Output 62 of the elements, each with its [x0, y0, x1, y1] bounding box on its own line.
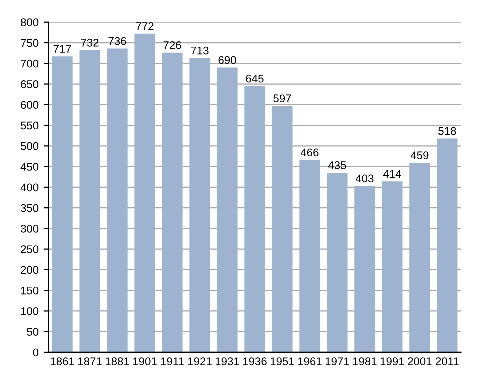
data-label: 772 [136, 22, 154, 30]
data-label: 597 [274, 94, 292, 103]
x-tick-label: 1901 [134, 358, 157, 366]
x-tick-label: 1991 [380, 358, 404, 366]
y-tick-label: 700 [21, 60, 39, 68]
data-label: 435 [328, 162, 346, 170]
y-tick-label: 350 [20, 204, 39, 212]
x-tick-label: 2001 [408, 358, 432, 366]
x-tick-label: 1971 [326, 358, 350, 366]
bar [162, 52, 183, 352]
y-tick-label: 650 [21, 80, 39, 88]
bar [217, 68, 238, 352]
bar [272, 106, 293, 352]
data-label: 717 [54, 45, 72, 53]
x-tick-label: 1861 [51, 358, 74, 366]
x-tick-label: 1951 [270, 358, 294, 366]
y-tick-label: 100 [21, 307, 39, 316]
y-tick-label: 150 [21, 286, 39, 295]
bar [327, 172, 348, 352]
x-tick-label: 1981 [353, 358, 377, 366]
y-tick-label: 750 [21, 39, 39, 48]
bar [52, 56, 73, 352]
data-label: 690 [218, 56, 236, 64]
x-tick-label: 1936 [243, 358, 267, 366]
x-tick-label: 1911 [161, 358, 184, 366]
y-tick-label: 500 [20, 142, 39, 150]
x-tick-label: 1961 [298, 358, 322, 366]
data-label: 466 [300, 148, 319, 157]
x-tick-label: 2011 [436, 358, 459, 366]
bar [300, 160, 320, 352]
data-label: 414 [383, 170, 402, 178]
y-tick-label: 200 [21, 266, 39, 274]
y-tick-label: 800 [21, 18, 39, 27]
data-label: 713 [191, 46, 209, 55]
x-tick-label: 1921 [188, 358, 212, 366]
y-tick-label: 50 [27, 328, 39, 336]
data-label: 736 [108, 37, 126, 46]
bar [244, 86, 266, 352]
x-tick-label: 1881 [106, 358, 130, 366]
data-label: 732 [81, 38, 99, 47]
bar [134, 34, 156, 352]
y-tick-label: 450 [20, 163, 39, 171]
y-tick-label: 300 [20, 224, 39, 233]
bar [410, 163, 430, 352]
y-tick-label: 0 [33, 348, 39, 357]
data-label: 726 [164, 41, 182, 50]
y-tick-label: 250 [21, 246, 39, 254]
bar [354, 186, 376, 352]
data-label: 518 [438, 127, 456, 136]
data-label: 403 [356, 174, 374, 183]
y-tick-label: 600 [21, 101, 39, 110]
bar [190, 58, 210, 352]
data-label: 459 [410, 152, 429, 160]
bar [437, 138, 458, 352]
x-tick-label: 1871 [78, 358, 102, 366]
data-label: 645 [246, 74, 264, 83]
y-tick-label: 550 [20, 122, 39, 130]
bar [107, 48, 128, 352]
x-tick-label: 1931 [216, 358, 240, 366]
y-tick-label: 400 [20, 184, 39, 192]
bar [80, 50, 100, 352]
bar [382, 182, 403, 352]
